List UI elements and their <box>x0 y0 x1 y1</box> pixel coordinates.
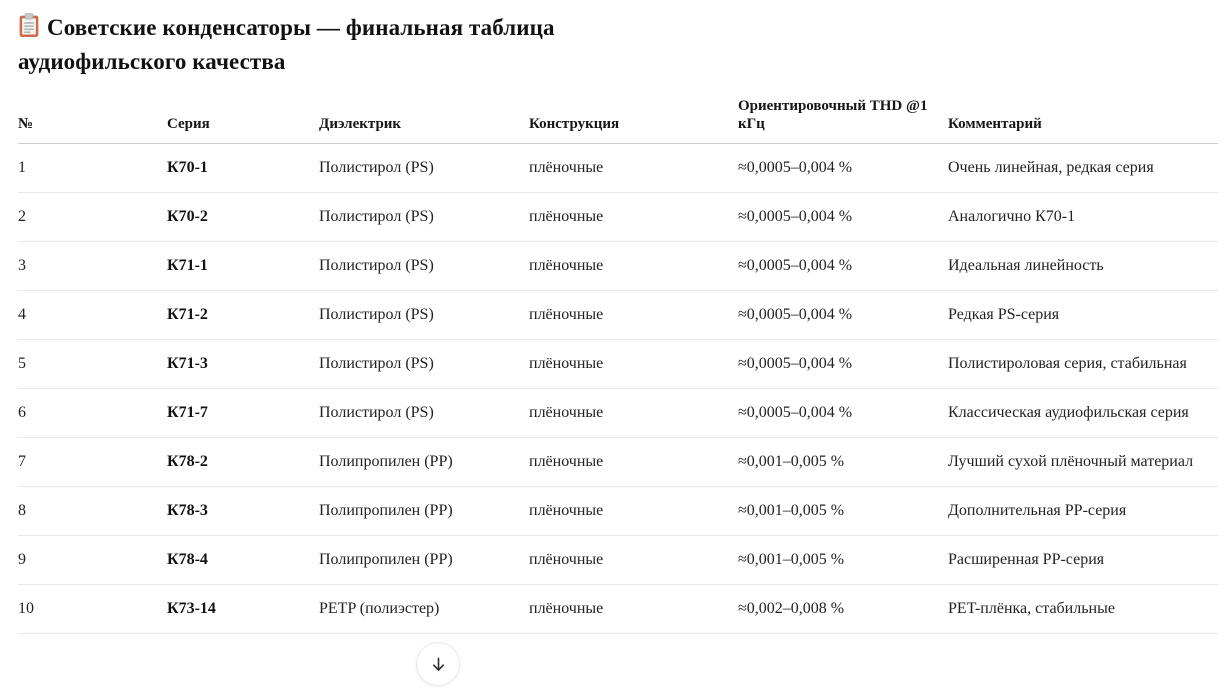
column-header-construction: Конструкция <box>529 93 738 144</box>
scroll-down-button[interactable] <box>416 642 460 686</box>
table-row: 2 К70-2 Полистирол (PS) плёночные ≈0,0005–0,… <box>18 192 1218 242</box>
table-body: 1 К70-1 Полистирол (PS) плёночные ≈0,0005–0,… <box>18 143 1218 634</box>
cell-dielectric: Полипропилен (PP) <box>319 535 529 585</box>
cell-comment: Очень линейная, редкая серия <box>948 143 1218 193</box>
cell-comment: Идеальная линейность <box>948 241 1218 291</box>
cell-thd: ≈0,0005–0,004 % <box>738 143 948 193</box>
cell-number: 3 <box>18 241 167 291</box>
cell-dielectric: Полистирол (PS) <box>319 143 529 193</box>
cell-construction: плёночные <box>529 535 738 585</box>
cell-series: К70-2 <box>167 192 319 242</box>
cell-thd: ≈0,001–0,005 % <box>738 486 948 536</box>
cell-series: К78-4 <box>167 535 319 585</box>
cell-number: 7 <box>18 437 167 487</box>
cell-dielectric: Полистирол (PS) <box>319 241 529 291</box>
table-row: 8 К78-3 Полипропилен (PP) плёночные ≈0,001–0… <box>18 486 1218 536</box>
cell-dielectric: PETP (полиэстер) <box>319 584 529 634</box>
cell-series: К71-3 <box>167 339 319 389</box>
capacitor-table: № Серия Диэлектрик Конструкция Ориентиро… <box>18 93 1218 634</box>
cell-number: 2 <box>18 192 167 242</box>
cell-construction: плёночные <box>529 339 738 389</box>
cell-dielectric: Полистирол (PS) <box>319 339 529 389</box>
table-row: 5 К71-3 Полистирол (PS) плёночные ≈0,0005–0,… <box>18 339 1218 389</box>
cell-series: К71-1 <box>167 241 319 291</box>
column-header-dielectric: Диэлектрик <box>319 93 529 144</box>
cell-construction: плёночные <box>529 584 738 634</box>
cell-construction: плёночные <box>529 241 738 291</box>
cell-dielectric: Полипропилен (PP) <box>319 437 529 487</box>
cell-dielectric: Полистирол (PS) <box>319 388 529 438</box>
table-header-row: № Серия Диэлектрик Конструкция Ориентиро… <box>18 93 1218 144</box>
cell-dielectric: Полистирол (PS) <box>319 290 529 340</box>
cell-thd: ≈0,001–0,005 % <box>738 437 948 487</box>
cell-comment: Лучший сухой плёночный материал <box>948 437 1218 487</box>
cell-thd: ≈0,0005–0,004 % <box>738 241 948 291</box>
column-header-number: № <box>18 93 167 144</box>
table-row: 3 К71-1 Полистирол (PS) плёночные ≈0,0005–0,… <box>18 241 1218 291</box>
table-row: 1 К70-1 Полистирол (PS) плёночные ≈0,0005–0,… <box>18 143 1218 193</box>
table-row: 4 К71-2 Полистирол (PS) плёночные ≈0,0005–0,… <box>18 290 1218 340</box>
cell-series: К78-2 <box>167 437 319 487</box>
clipboard-icon <box>18 13 40 46</box>
cell-construction: плёночные <box>529 290 738 340</box>
cell-construction: плёночные <box>529 192 738 242</box>
table-row: 10 К73-14 PETP (полиэстер) плёночные ≈0,002–… <box>18 584 1218 634</box>
table-row: 6 К71-7 Полистирол (PS) плёночные ≈0,0005–0,… <box>18 388 1218 438</box>
cell-thd: ≈0,0005–0,004 % <box>738 388 948 438</box>
cell-series: К73-14 <box>167 584 319 634</box>
cell-number: 1 <box>18 143 167 193</box>
cell-comment: Расширенная PP-серия <box>948 535 1218 585</box>
cell-thd: ≈0,0005–0,004 % <box>738 290 948 340</box>
cell-thd: ≈0,002–0,008 % <box>738 584 948 634</box>
cell-comment: Аналогично К70-1 <box>948 192 1218 242</box>
cell-construction: плёночные <box>529 486 738 536</box>
cell-number: 8 <box>18 486 167 536</box>
column-header-series: Серия <box>167 93 319 144</box>
cell-thd: ≈0,0005–0,004 % <box>738 339 948 389</box>
cell-construction: плёночные <box>529 437 738 487</box>
cell-construction: плёночные <box>529 388 738 438</box>
cell-thd: ≈0,0005–0,004 % <box>738 192 948 242</box>
cell-number: 9 <box>18 535 167 585</box>
page-title: Советские конденсаторы — финальная табли… <box>18 12 698 77</box>
column-header-comment: Комментарий <box>948 93 1218 144</box>
cell-comment: Дополнительная PP-серия <box>948 486 1218 536</box>
cell-number: 4 <box>18 290 167 340</box>
cell-number: 10 <box>18 584 167 634</box>
cell-comment: PET-плёнка, стабильные <box>948 584 1218 634</box>
column-header-thd: Ориентировочный THD @1 кГц <box>738 93 948 144</box>
content-area: Советские конденсаторы — финальная табли… <box>18 12 1218 634</box>
table-row: 7 К78-2 Полипропилен (PP) плёночные ≈0,001–0… <box>18 437 1218 487</box>
cell-thd: ≈0,001–0,005 % <box>738 535 948 585</box>
down-arrow-icon <box>430 656 447 673</box>
cell-comment: Классическая аудиофильская серия <box>948 388 1218 438</box>
cell-number: 6 <box>18 388 167 438</box>
cell-series: К78-3 <box>167 486 319 536</box>
page-title-text: Советские конденсаторы — финальная табли… <box>18 15 555 74</box>
cell-series: К70-1 <box>167 143 319 193</box>
cell-construction: плёночные <box>529 143 738 193</box>
cell-comment: Редкая PS-серия <box>948 290 1218 340</box>
cell-number: 5 <box>18 339 167 389</box>
cell-dielectric: Полистирол (PS) <box>319 192 529 242</box>
cell-dielectric: Полипропилен (PP) <box>319 486 529 536</box>
cell-series: К71-2 <box>167 290 319 340</box>
table-row: 9 К78-4 Полипропилен (PP) плёночные ≈0,001–0… <box>18 535 1218 585</box>
cell-series: К71-7 <box>167 388 319 438</box>
cell-comment: Полистироловая серия, стабильная <box>948 339 1218 389</box>
